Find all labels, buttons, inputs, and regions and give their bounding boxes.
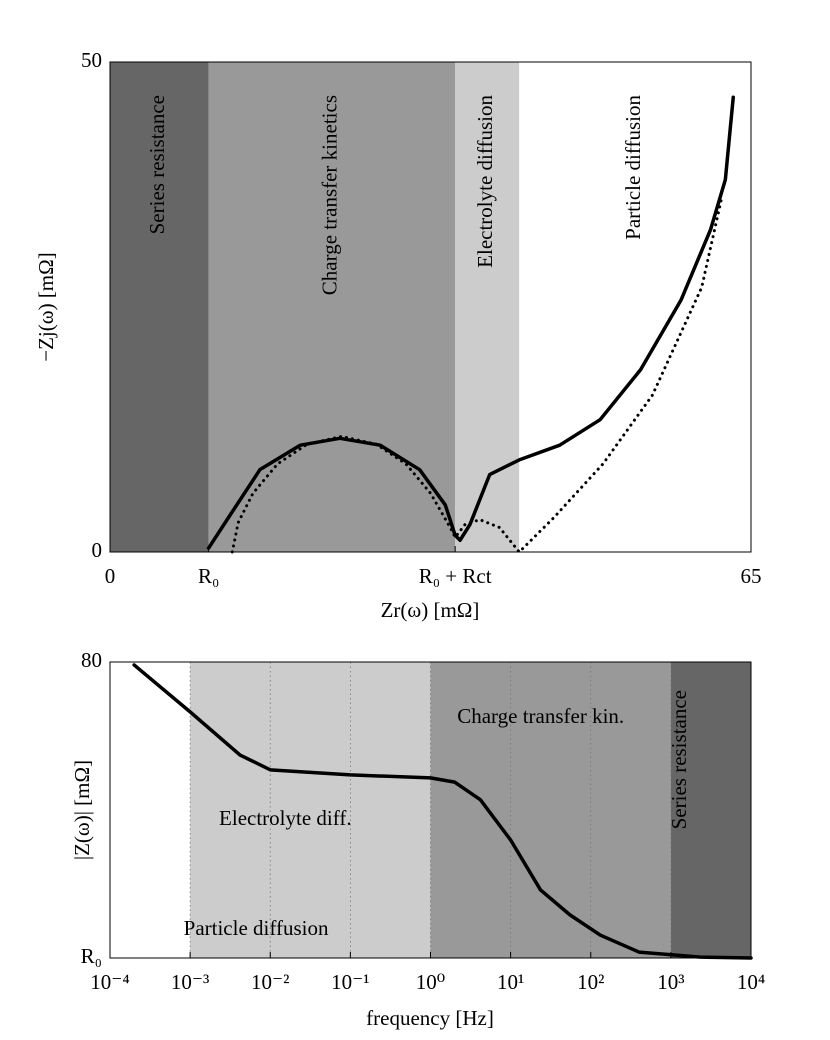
plot-frame (109, 661, 752, 959)
region-label: Electrolyte diffusion (473, 95, 497, 268)
region (670, 662, 751, 958)
y-tick-label: 50 (81, 48, 102, 72)
x-tick-label: 65 (741, 564, 762, 588)
x-tick-label: 0 (105, 564, 116, 588)
region (190, 662, 431, 958)
region-label: Particle diffusion (184, 916, 329, 940)
y-tick-label: 0 (92, 538, 103, 562)
region (519, 62, 751, 552)
x-tick-label: 10⁻⁴ (90, 970, 129, 994)
y-axis-label: |Z(ω)| [mΩ] (70, 760, 94, 860)
series-line (230, 197, 723, 554)
x-tick-label: 10⁴ (737, 970, 765, 994)
plot-frame (109, 61, 752, 553)
x-axis-label: Zr(ω) [mΩ] (381, 598, 480, 622)
region (430, 662, 671, 958)
x-tick-label: 10² (577, 970, 604, 994)
region-label: Series resistance (667, 690, 691, 829)
region-label: Charge transfer kinetics (318, 95, 342, 295)
y-tick-label: R₀ (81, 944, 102, 968)
region (110, 662, 191, 958)
x-tick-label: 10⁻³ (171, 970, 209, 994)
y-tick-label: 80 (81, 648, 102, 672)
x-tick-label: 10⁻² (251, 970, 289, 994)
x-tick-label: R₀ (198, 564, 219, 588)
x-axis-label: frequency [Hz] (366, 1006, 494, 1030)
series-line (206, 95, 735, 550)
series-line (132, 663, 753, 960)
region-label: Series resistance (145, 95, 169, 234)
region-label: Charge transfer kin. (457, 704, 624, 728)
x-tick-label: 10⁰ (416, 970, 445, 994)
x-tick-label: 10⁻¹ (331, 970, 369, 994)
region-label: Particle diffusion (621, 95, 645, 240)
region-label: Electrolyte diff. (219, 806, 352, 830)
region (208, 62, 456, 552)
x-tick-label: 10³ (657, 970, 684, 994)
y-axis-label: −Zj(ω) [mΩ] (34, 252, 58, 362)
x-tick-label: 10¹ (497, 970, 524, 994)
region (110, 62, 209, 552)
region (455, 62, 520, 552)
x-tick-label: R₀ + Rct (419, 564, 492, 588)
